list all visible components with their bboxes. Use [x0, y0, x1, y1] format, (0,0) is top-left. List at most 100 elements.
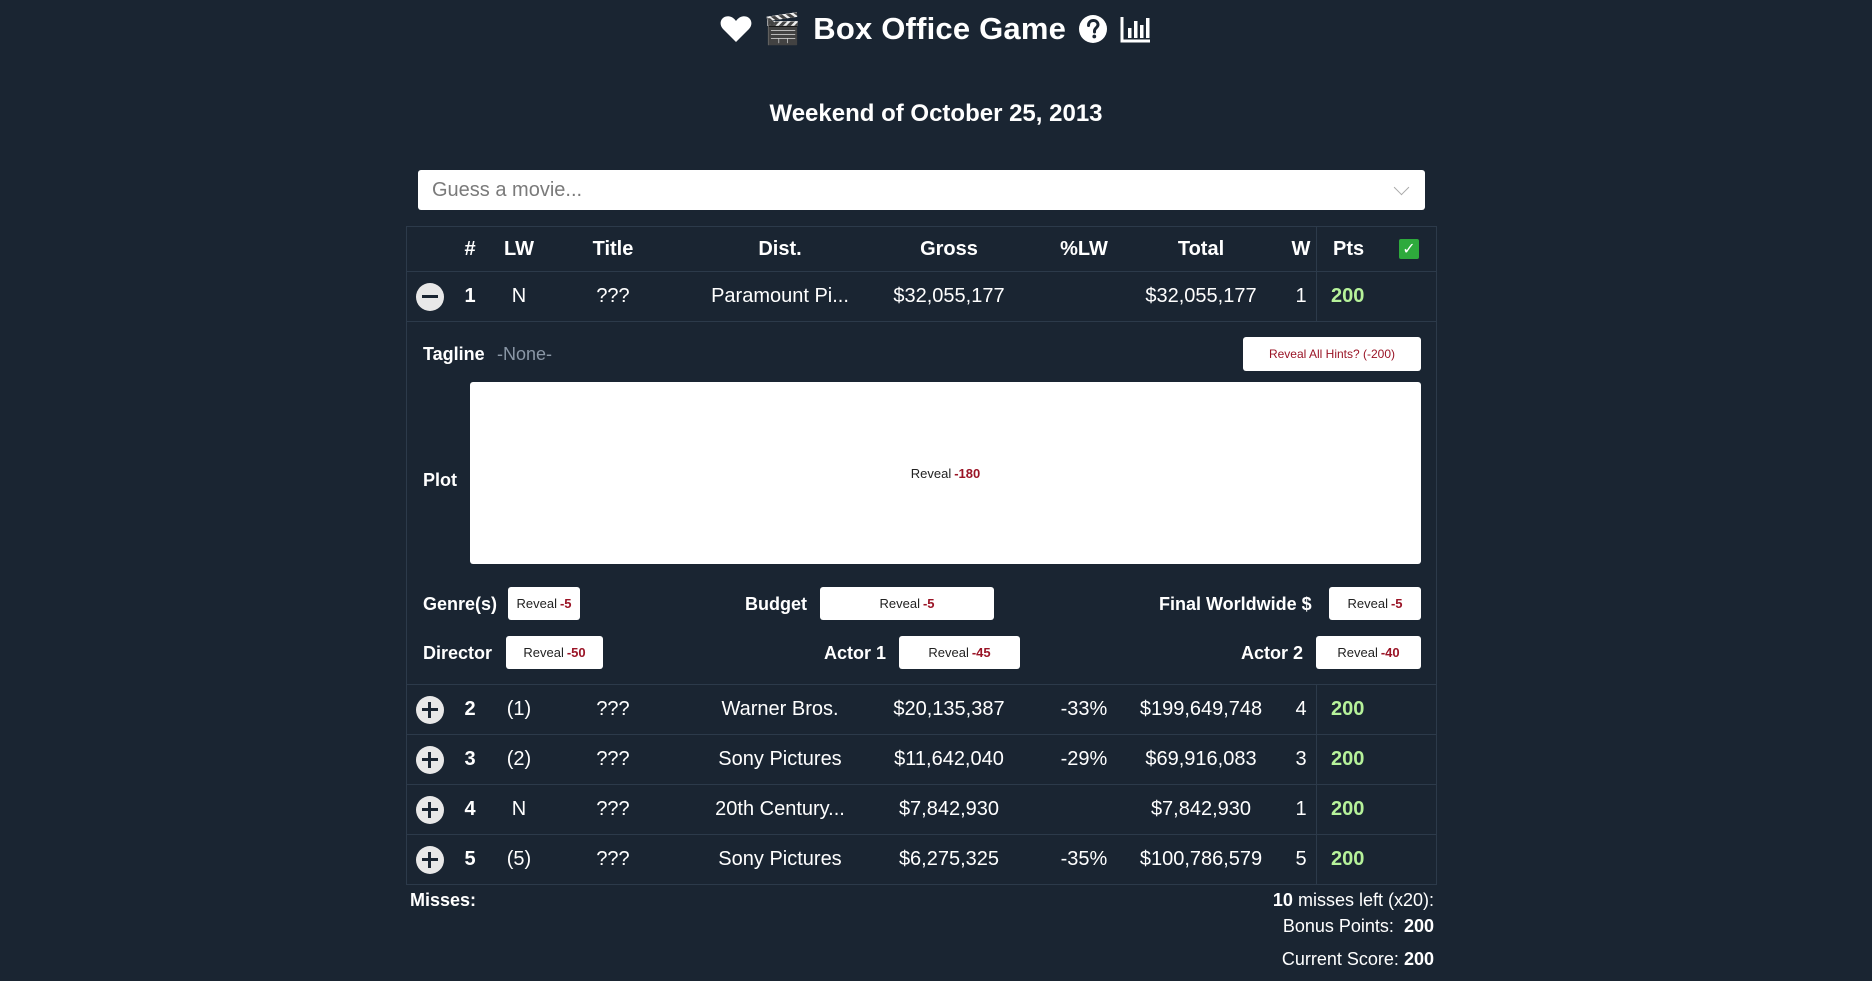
plot-reveal-button[interactable]: Reveal -180: [470, 382, 1421, 564]
row-total: $7,842,930: [1150, 798, 1252, 820]
row-percent-lw: -35%: [1060, 848, 1108, 870]
row-lw: (1): [506, 698, 532, 720]
row-rank: 1: [464, 285, 476, 307]
chevron-down-icon[interactable]: [1393, 179, 1410, 195]
row-weeks: 5: [1295, 848, 1307, 870]
row-rank: 4: [464, 798, 476, 820]
actor2-reveal-text: Reveal: [1337, 645, 1378, 660]
genres-reveal-button[interactable]: Reveal -5: [508, 587, 580, 620]
guess-input[interactable]: [430, 177, 1396, 203]
row-title: ???: [596, 698, 630, 720]
hints-panel: Tagline -None- Reveal All Hints? (-200) …: [407, 322, 1436, 685]
bonus-points: Bonus Points: 200: [1283, 916, 1434, 937]
table-row: 3 (2) ??? Sony Pictures $11,642,040 -29%…: [407, 735, 1436, 785]
row-weeks: 1: [1295, 285, 1307, 307]
bonus-label: Bonus Points:: [1282, 916, 1394, 936]
page-title: Box Office Game: [813, 11, 1067, 46]
row-title: ???: [596, 798, 630, 820]
table-row: 4 N ??? 20th Century... $7,842,930 $7,84…: [407, 785, 1436, 835]
header-gross: Gross: [920, 237, 978, 260]
actor1-reveal-button[interactable]: Reveal -45: [899, 636, 1020, 669]
director-reveal-button[interactable]: Reveal -50: [506, 636, 603, 669]
director-label: Director: [423, 643, 493, 663]
row-dist: Sony Pictures: [718, 748, 842, 770]
genres-reveal-text: Reveal: [516, 596, 557, 611]
header-lw: LW: [504, 237, 534, 260]
row-pts-cell: 200: [1316, 835, 1436, 884]
worldwide-label: Final Worldwide $: [1159, 594, 1312, 614]
row-dist: 20th Century...: [715, 798, 845, 820]
budget-label: Budget: [745, 594, 807, 614]
row-lw: N: [511, 285, 527, 307]
row-total: $100,786,579: [1139, 848, 1263, 870]
table-row: 2 (1) ??? Warner Bros. $20,135,387 -33% …: [407, 685, 1436, 735]
header-pts-label: Pts: [1333, 237, 1365, 260]
actor2-label: Actor 2: [1241, 643, 1304, 663]
row-pts-cell: 200: [1316, 785, 1436, 834]
worldwide-reveal-cost: -5: [1390, 596, 1403, 611]
genres-reveal-cost: -5: [559, 596, 572, 611]
worldwide-reveal-button[interactable]: Reveal -5: [1329, 587, 1421, 620]
bonus-value: 200: [1403, 916, 1434, 936]
budget-reveal-cost: -5: [922, 596, 935, 611]
row-gross: $32,055,177: [893, 285, 1005, 307]
plot-reveal-text: Reveal: [910, 465, 952, 481]
row-pts: 200: [1331, 848, 1365, 870]
help-icon[interactable]: [1078, 14, 1108, 44]
row-weeks: 1: [1295, 798, 1307, 820]
header-title: Title: [592, 237, 634, 260]
actor1-reveal-cost: -45: [971, 645, 991, 660]
header-dist: Dist.: [758, 237, 802, 260]
header-percent-lw: %LW: [1060, 237, 1108, 260]
row-weeks: 3: [1295, 748, 1307, 770]
tagline-label: Tagline: [423, 344, 485, 364]
row-dist: Sony Pictures: [718, 848, 842, 870]
row-rank: 5: [464, 848, 476, 870]
row-percent-lw: -29%: [1060, 748, 1108, 770]
row-pts-cell: 200: [1316, 735, 1436, 784]
director-reveal-cost: -50: [566, 645, 586, 660]
app-title: 🎬 Box Office Game: [764, 11, 1066, 47]
expand-icon[interactable]: [415, 695, 444, 724]
guess-search-box[interactable]: [418, 170, 1425, 210]
expand-icon[interactable]: [415, 795, 444, 824]
check-icon[interactable]: ✓: [1399, 239, 1419, 259]
header-rank: #: [464, 237, 476, 260]
row-total: $199,649,748: [1139, 698, 1263, 720]
reveal-all-hints-button[interactable]: Reveal All Hints? (-200): [1243, 337, 1421, 371]
row-gross: $7,842,930: [898, 798, 1000, 820]
table-header-row: # LW Title Dist. Gross %LW Total W Pts ✓: [407, 227, 1436, 272]
tagline-value: -None-: [497, 344, 553, 364]
row-lw: (5): [506, 848, 532, 870]
collapse-icon[interactable]: [415, 282, 444, 311]
misses-left-text: misses left (x20):: [1297, 890, 1434, 910]
row-pts: 200: [1331, 698, 1365, 720]
row-rank: 2: [464, 698, 476, 720]
genres-label: Genre(s): [423, 594, 498, 614]
heart-icon[interactable]: [720, 15, 752, 43]
app-header: 🎬 Box Office Game: [0, 8, 1872, 50]
expand-icon[interactable]: [415, 845, 444, 874]
budget-reveal-button[interactable]: Reveal -5: [820, 587, 994, 620]
row-pts-cell: 200: [1316, 272, 1436, 321]
actor1-label: Actor 1: [824, 643, 887, 663]
row-pts: 200: [1331, 748, 1365, 770]
budget-reveal-text: Reveal: [879, 596, 920, 611]
misses-left-count: 10: [1272, 890, 1293, 910]
row-percent-lw: -33%: [1060, 698, 1108, 720]
stats-icon[interactable]: [1120, 15, 1152, 43]
header-total: Total: [1177, 237, 1225, 260]
expand-icon[interactable]: [415, 745, 444, 774]
row-title: ???: [596, 285, 630, 307]
row-total: $32,055,177: [1145, 285, 1257, 307]
actor1-reveal-text: Reveal: [928, 645, 969, 660]
row-title: ???: [596, 748, 630, 770]
misses-left: 10 misses left (x20):: [1273, 890, 1434, 911]
table-row: 1 N ??? Paramount Pi... $32,055,177 $32,…: [407, 272, 1436, 322]
row-weeks: 4: [1295, 698, 1307, 720]
clapper-icon: 🎬: [763, 12, 802, 46]
current-score: Current Score: 200: [1282, 949, 1434, 970]
row-lw: (2): [506, 748, 532, 770]
actor2-reveal-button[interactable]: Reveal -40: [1316, 636, 1421, 669]
row-rank: 3: [464, 748, 476, 770]
